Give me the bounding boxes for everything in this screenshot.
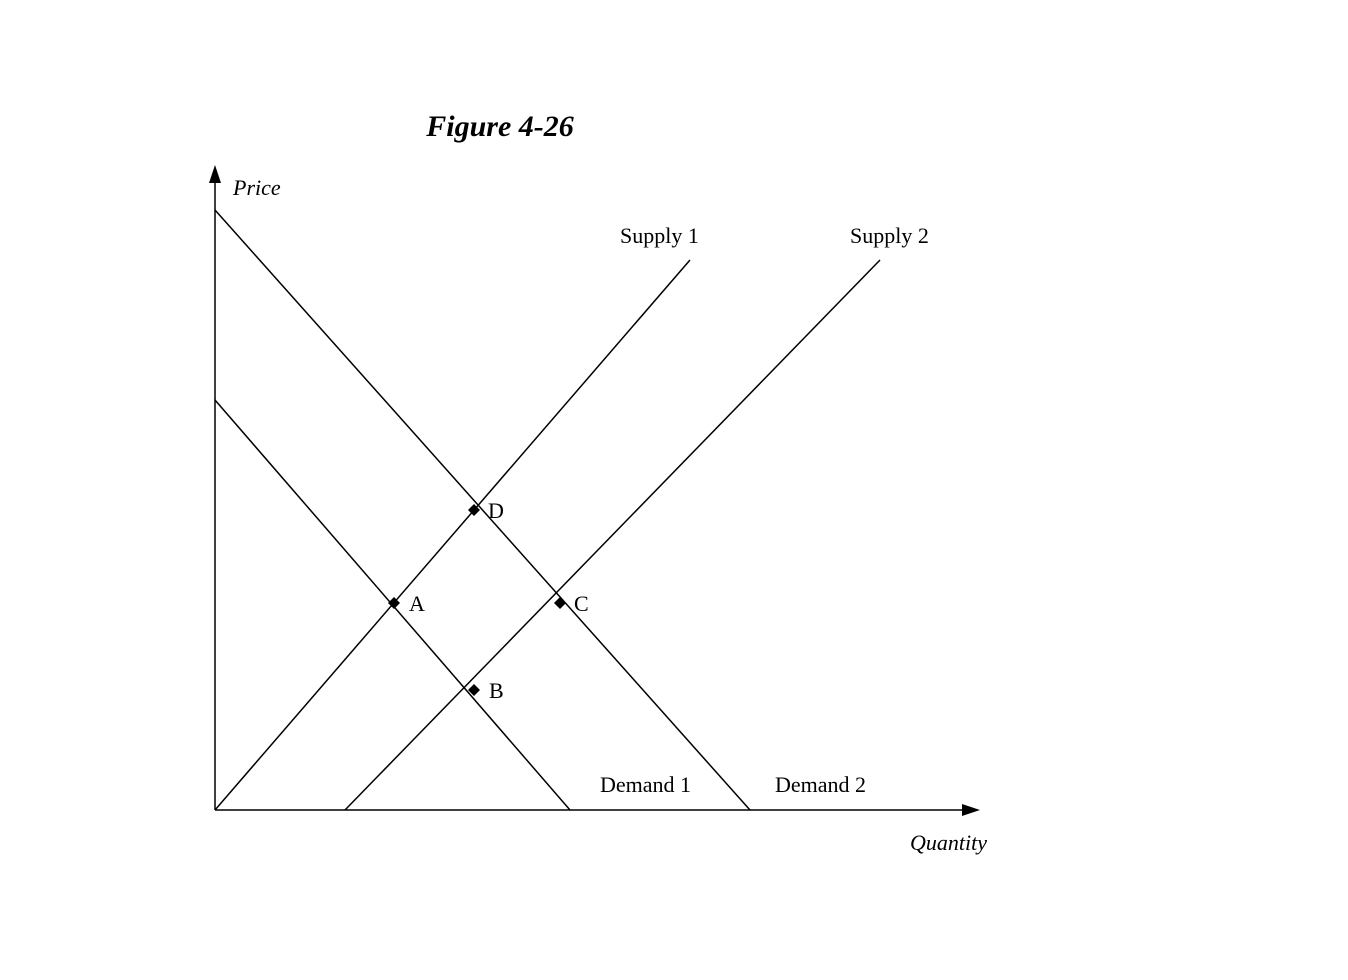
curve-label-demand-2: Demand 2 <box>775 772 866 797</box>
curve-demand-2 <box>215 210 750 810</box>
curve-supply-1 <box>215 260 690 810</box>
x-axis-arrow <box>962 804 980 816</box>
point-c <box>554 597 566 609</box>
y-axis-label: Price <box>232 175 281 200</box>
point-label-a: A <box>409 591 425 616</box>
curve-label-demand-1: Demand 1 <box>600 772 691 797</box>
y-axis-arrow <box>209 165 221 183</box>
x-axis-label: Quantity <box>910 830 987 855</box>
curve-label-supply-1: Supply 1 <box>620 223 699 248</box>
curve-supply-2 <box>345 260 880 810</box>
point-label-b: B <box>489 678 504 703</box>
curve-label-supply-2: Supply 2 <box>850 223 929 248</box>
point-label-d: D <box>488 498 504 523</box>
point-label-c: C <box>574 591 589 616</box>
supply-demand-chart: Price Quantity Supply 1 Supply 2 Demand 1 Dem… <box>0 0 1348 980</box>
